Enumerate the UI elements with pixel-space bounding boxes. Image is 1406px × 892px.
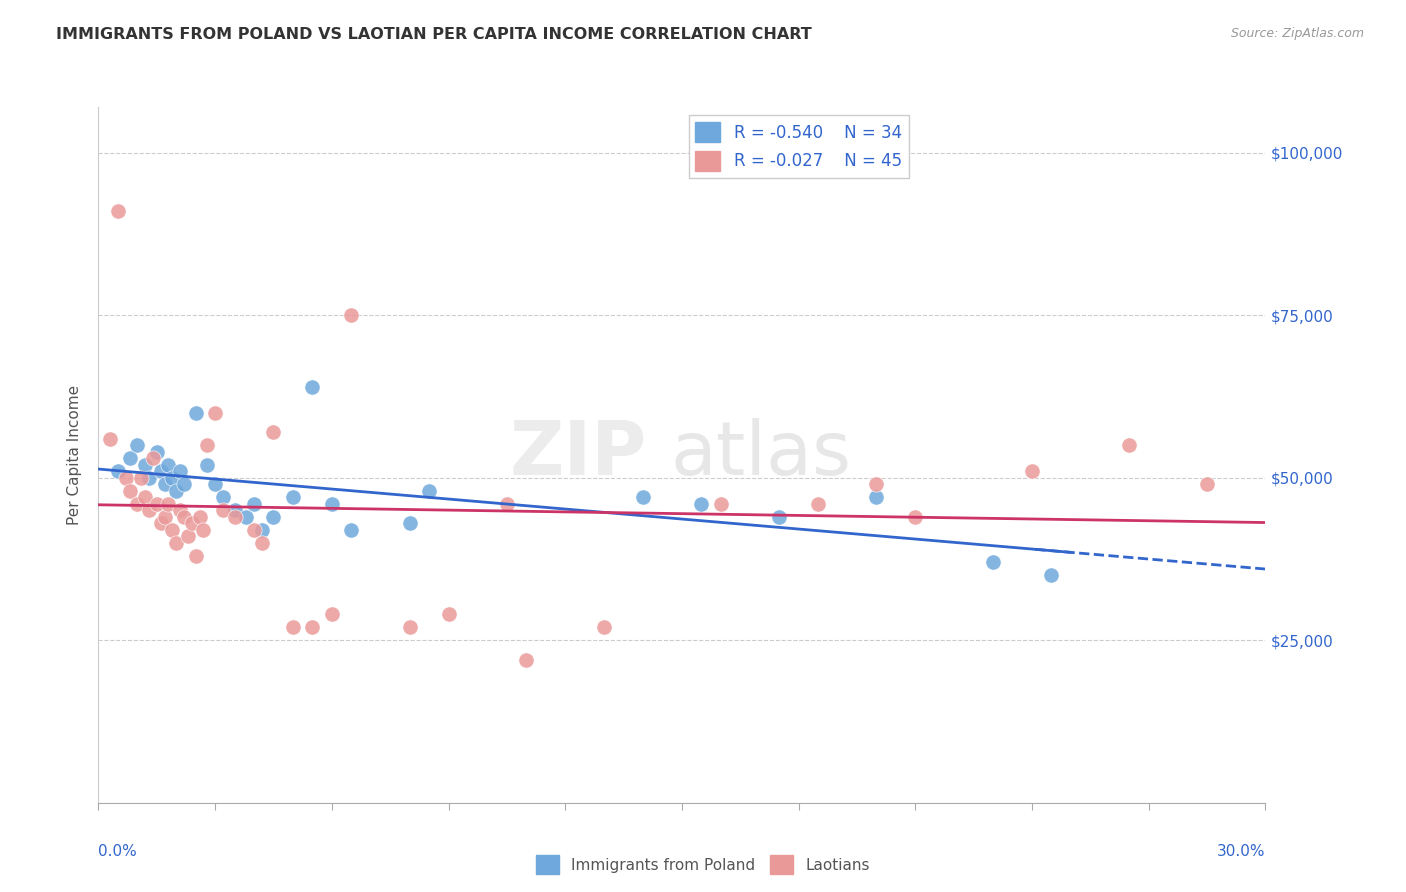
- Point: [195, 458, 218, 472]
- Point: [146, 497, 169, 511]
- Point: [188, 509, 211, 524]
- Point: [235, 509, 257, 524]
- Point: [98, 432, 121, 446]
- Point: [193, 523, 215, 537]
- Point: [127, 438, 149, 452]
- Point: [262, 425, 284, 439]
- Text: IMMIGRANTS FROM POLAND VS LAOTIAN PER CAPITA INCOME CORRELATION CHART: IMMIGRANTS FROM POLAND VS LAOTIAN PER CA…: [56, 27, 813, 42]
- Point: [169, 464, 191, 478]
- Point: [301, 620, 323, 634]
- Point: [418, 483, 440, 498]
- Point: [134, 458, 156, 472]
- Point: [146, 444, 169, 458]
- Point: [224, 503, 246, 517]
- Point: [904, 509, 927, 524]
- Point: [398, 620, 420, 634]
- Point: [865, 477, 887, 491]
- Point: [631, 490, 654, 504]
- Text: atlas: atlas: [671, 418, 851, 491]
- Text: 0.0%: 0.0%: [98, 845, 138, 859]
- Legend: Immigrants from Poland, Laotians: Immigrants from Poland, Laotians: [530, 849, 876, 880]
- Point: [710, 497, 733, 511]
- Point: [1195, 477, 1218, 491]
- Point: [165, 483, 187, 498]
- Point: [153, 509, 176, 524]
- Point: [114, 471, 136, 485]
- Text: Source: ZipAtlas.com: Source: ZipAtlas.com: [1230, 27, 1364, 40]
- Point: [162, 471, 184, 485]
- Point: [224, 509, 246, 524]
- Point: [204, 406, 226, 420]
- Point: [243, 523, 266, 537]
- Point: [981, 555, 1004, 569]
- Point: [437, 607, 460, 622]
- Point: [142, 451, 165, 466]
- Point: [865, 490, 887, 504]
- Text: 30.0%: 30.0%: [1218, 845, 1265, 859]
- Legend: R = -0.540    N = 34, R = -0.027    N = 45: R = -0.540 N = 34, R = -0.027 N = 45: [689, 115, 908, 178]
- Point: [807, 497, 830, 511]
- Point: [321, 607, 343, 622]
- Point: [398, 516, 420, 531]
- Point: [515, 653, 537, 667]
- Point: [690, 497, 713, 511]
- Point: [162, 523, 184, 537]
- Point: [107, 464, 129, 478]
- Point: [118, 483, 141, 498]
- Point: [340, 308, 363, 322]
- Point: [138, 471, 160, 485]
- Point: [768, 509, 790, 524]
- Point: [138, 503, 160, 517]
- Point: [149, 464, 172, 478]
- Point: [1118, 438, 1140, 452]
- Point: [204, 477, 226, 491]
- Point: [301, 379, 323, 393]
- Point: [173, 509, 195, 524]
- Point: [157, 458, 180, 472]
- Point: [177, 529, 200, 543]
- Point: [195, 438, 218, 452]
- Y-axis label: Per Capita Income: Per Capita Income: [67, 384, 83, 525]
- Point: [243, 497, 266, 511]
- Point: [1040, 568, 1063, 582]
- Point: [321, 497, 343, 511]
- Point: [127, 497, 149, 511]
- Point: [1021, 464, 1043, 478]
- Point: [281, 620, 304, 634]
- Point: [495, 497, 517, 511]
- Point: [180, 516, 202, 531]
- Point: [212, 490, 235, 504]
- Point: [169, 503, 191, 517]
- Point: [165, 535, 187, 549]
- Point: [153, 477, 176, 491]
- Point: [129, 471, 152, 485]
- Text: ZIP: ZIP: [509, 418, 647, 491]
- Point: [250, 535, 273, 549]
- Point: [134, 490, 156, 504]
- Point: [212, 503, 235, 517]
- Point: [250, 523, 273, 537]
- Point: [118, 451, 141, 466]
- Point: [184, 406, 207, 420]
- Point: [184, 549, 207, 563]
- Point: [149, 516, 172, 531]
- Point: [340, 523, 363, 537]
- Point: [593, 620, 616, 634]
- Point: [281, 490, 304, 504]
- Point: [107, 204, 129, 219]
- Point: [262, 509, 284, 524]
- Point: [173, 477, 195, 491]
- Point: [157, 497, 180, 511]
